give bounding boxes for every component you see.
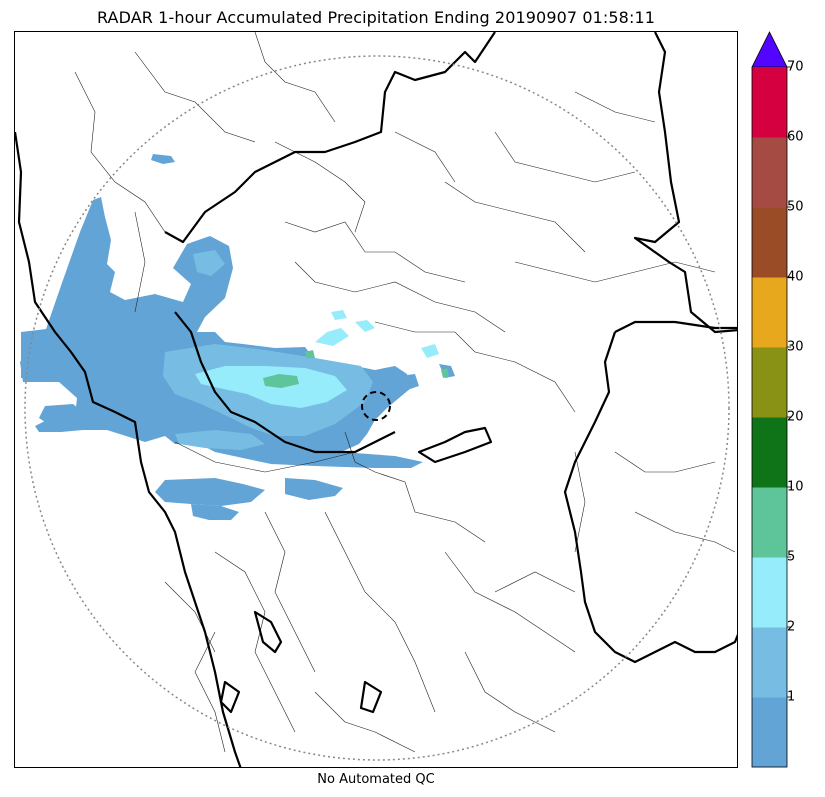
colorbar-bin [752,67,787,138]
precip-layer-5-10 [263,350,449,388]
qc-note: No Automated QC [317,772,435,787]
precipitation-colorbar: 1 2 5 10 20 30 40 50 60 70 [751,31,821,771]
radar-map-panel [14,31,738,768]
colorbar-tick-label: 10 [787,479,804,495]
colorbar-bin [752,627,787,698]
colorbar-bin [752,277,787,348]
colorbar-bin [752,417,787,488]
colorbar-tick-label: 2 [787,619,796,635]
colorbar-tick-label: 50 [787,199,804,215]
precip-layer-2-5 [195,310,439,408]
colorbar-scale [751,31,791,768]
district-boundaries [74,32,736,753]
colorbar-bin [752,557,787,628]
radar-map [15,32,737,767]
colorbar-tick-label: 70 [787,59,804,75]
radar-site-marker [361,391,391,421]
colorbar-bin [752,207,787,278]
colorbar-tick-label: 60 [787,129,804,145]
colorbar-tick-label: 20 [787,409,804,425]
colorbar-extend-triangle [751,31,788,68]
state-boundaries [15,32,737,767]
colorbar-tick-label: 1 [787,689,796,705]
colorbar-bin [752,697,787,768]
colorbar-bin [752,347,787,418]
radar-range-ring [24,55,730,761]
colorbar-tick-labels: 1 2 5 10 20 30 40 50 60 70 [787,31,825,771]
precip-layer-0-1 [20,154,455,520]
chart-title: RADAR 1-hour Accumulated Precipitation E… [96,8,656,27]
colorbar-bin [752,487,787,558]
colorbar-tick-label: 30 [787,339,804,355]
colorbar-tick-label: 5 [787,549,796,565]
colorbar-tick-label: 40 [787,269,804,285]
colorbar-bin [752,137,787,208]
